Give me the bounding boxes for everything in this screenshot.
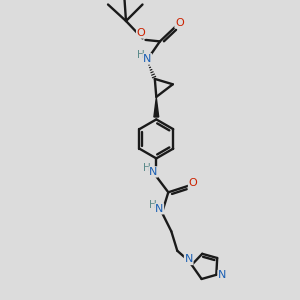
Text: O: O [136,28,146,38]
Text: H: H [143,163,151,173]
Text: N: N [149,167,158,177]
Polygon shape [154,98,159,117]
Text: N: N [143,54,152,64]
Text: H: H [137,50,145,61]
Text: N: N [218,270,226,280]
Text: O: O [175,18,184,28]
Text: H: H [149,200,157,210]
Text: N: N [184,254,193,265]
Text: O: O [188,178,197,188]
Text: N: N [155,204,164,214]
